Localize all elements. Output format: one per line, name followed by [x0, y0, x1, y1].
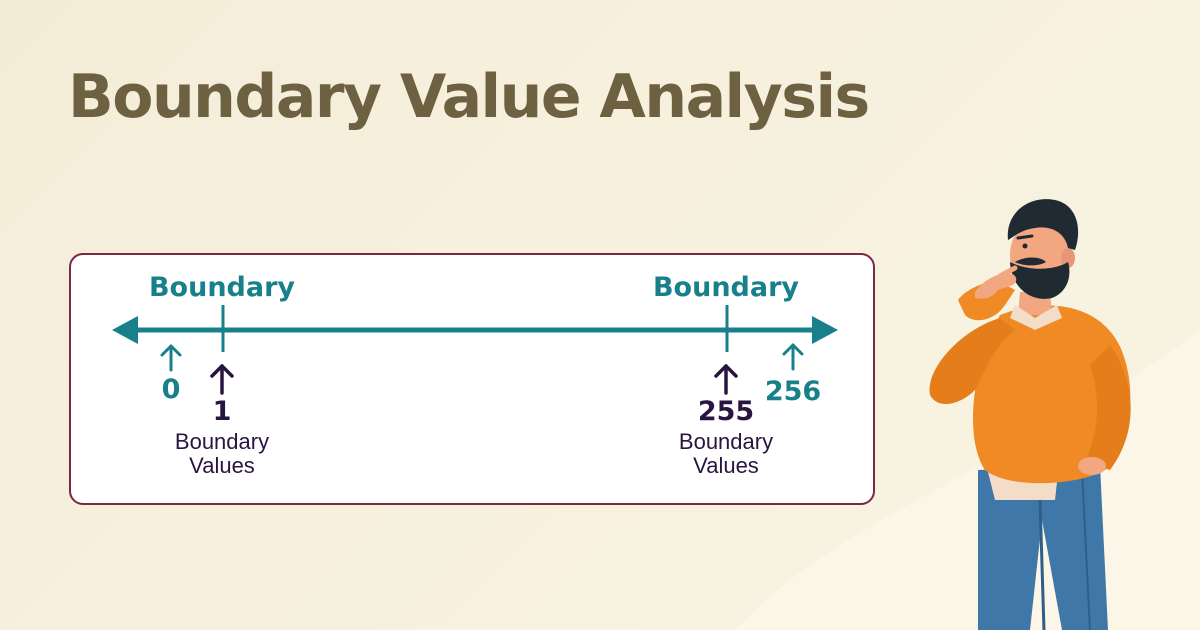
- right-caption-line-1: Boundary: [679, 429, 773, 454]
- value-min: 1: [213, 396, 232, 427]
- value-above-max: 256: [765, 376, 821, 407]
- up-arrow-icon: [160, 344, 182, 372]
- page-title: Boundary Value Analysis: [68, 62, 870, 132]
- right-arrowhead-icon: [812, 316, 838, 344]
- thinking-man-illustration: [929, 199, 1131, 630]
- up-arrow-icon: [714, 364, 738, 395]
- value-below-min: 0: [162, 374, 181, 405]
- left-caption-line-1: Boundary: [175, 429, 269, 454]
- left-caption-line-2: Values: [189, 453, 255, 478]
- diagram-panel: [69, 253, 875, 505]
- left-arrowhead-icon: [112, 316, 138, 344]
- value-max: 255: [698, 396, 754, 427]
- up-arrow-icon: [782, 343, 804, 371]
- up-arrow-icon: [210, 364, 234, 395]
- right-boundary-label: Boundary: [653, 272, 799, 303]
- left-boundary-label: Boundary: [149, 272, 295, 303]
- right-caption-line-2: Values: [693, 453, 759, 478]
